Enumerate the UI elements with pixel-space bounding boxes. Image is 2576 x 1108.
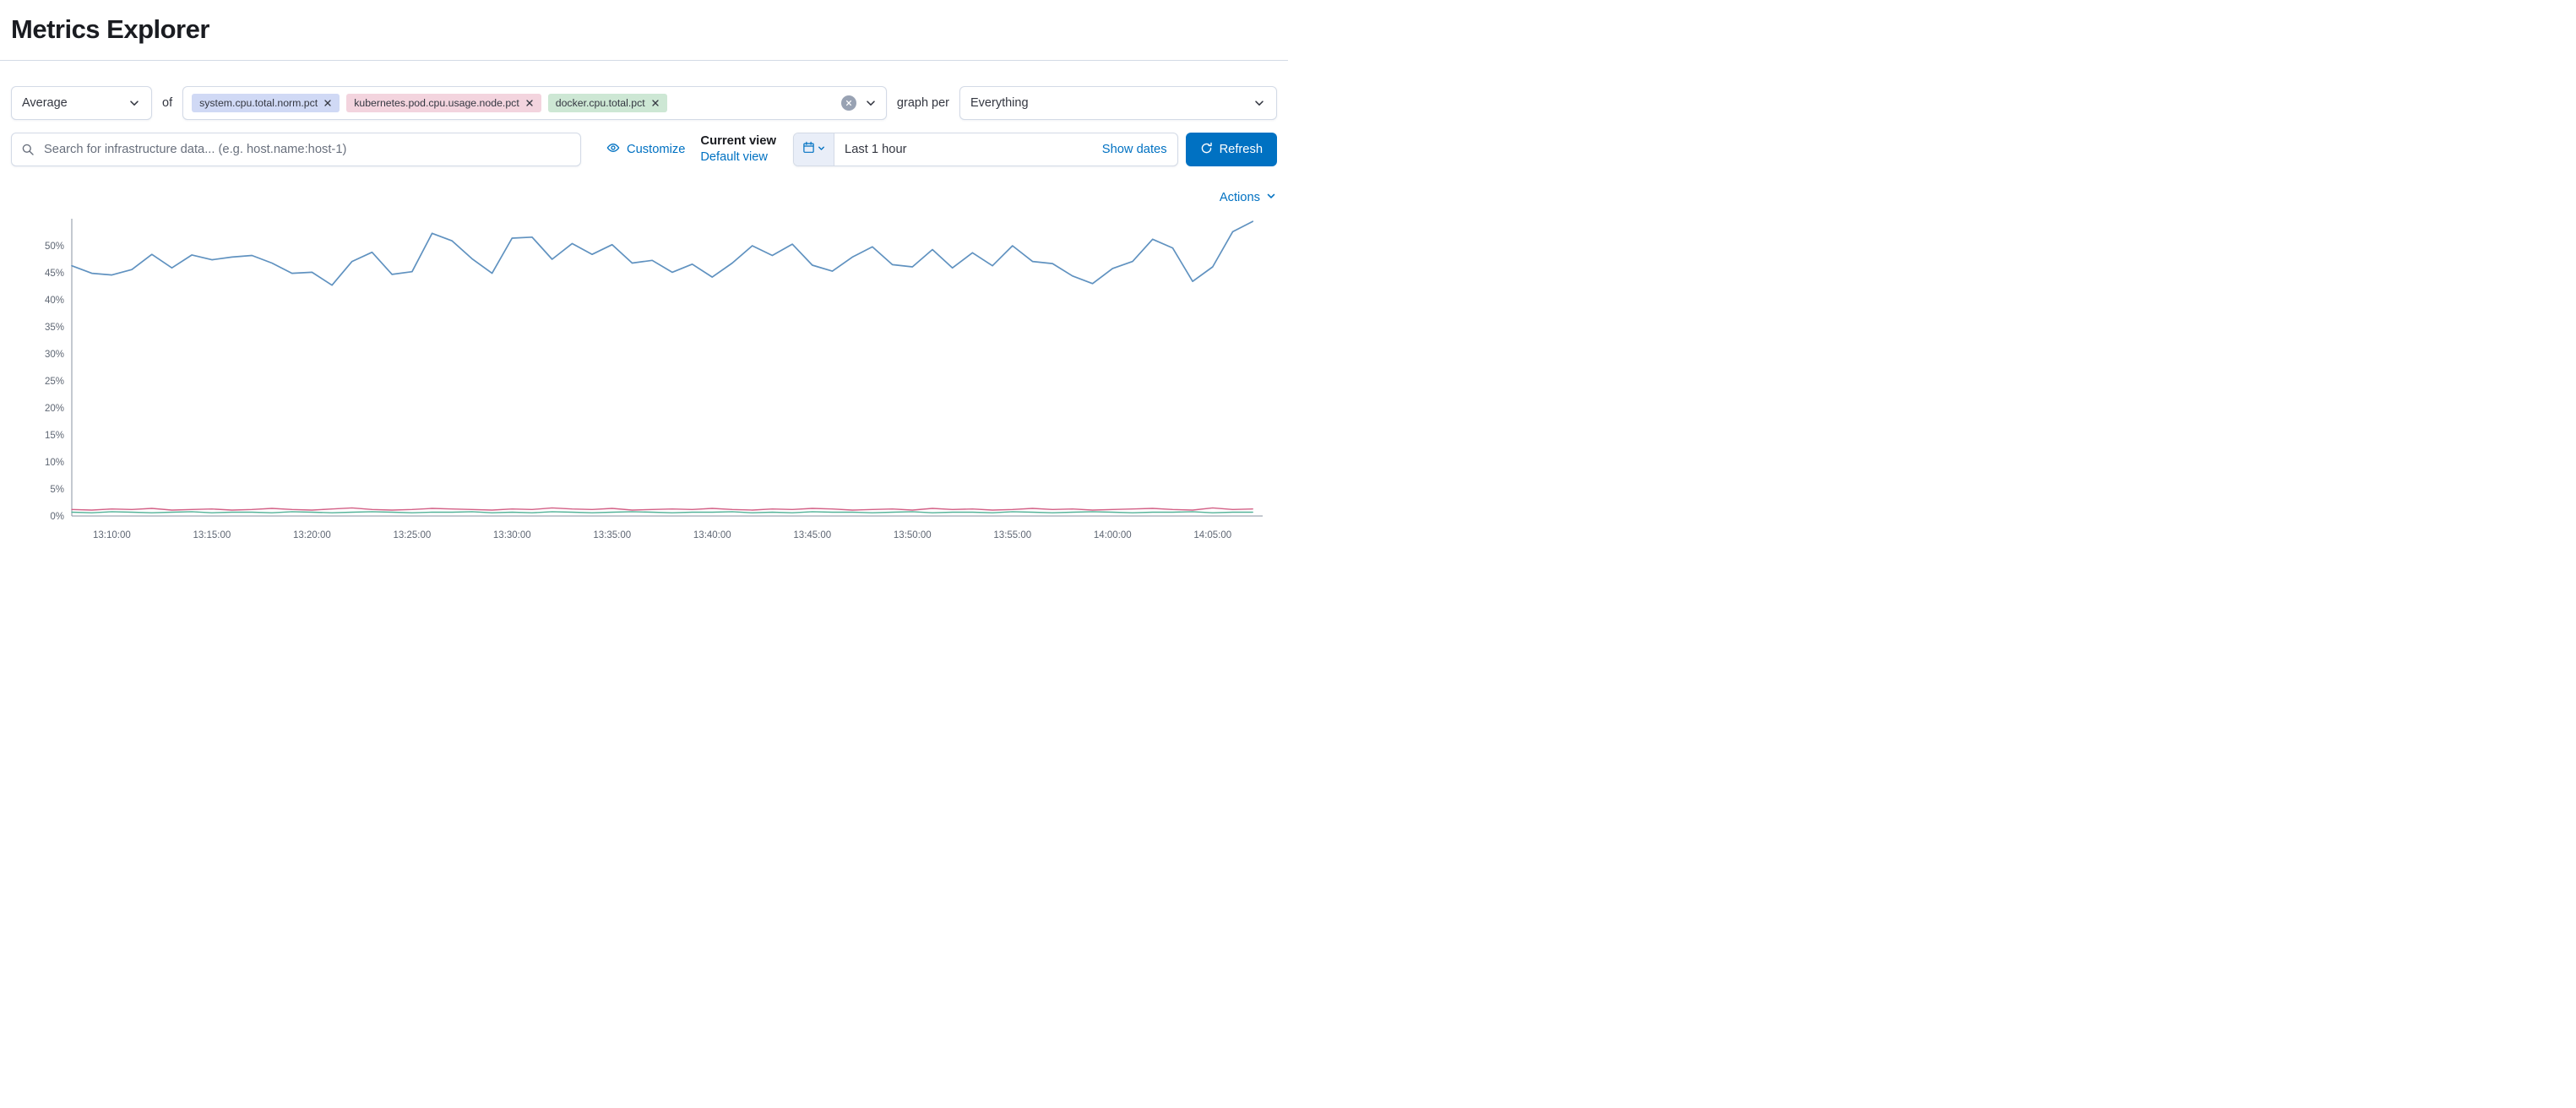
actions-label: Actions	[1219, 191, 1260, 204]
chevron-down-icon	[1253, 96, 1266, 110]
x-tick-label: 14:05:00	[1193, 530, 1231, 540]
metric-badge: docker.cpu.total.pct	[547, 94, 667, 112]
x-tick-label: 13:30:00	[493, 530, 531, 540]
x-tick-label: 13:45:00	[793, 530, 831, 540]
page-header: Metrics Explorer	[0, 0, 1288, 60]
metric-badge-label: docker.cpu.total.pct	[555, 97, 645, 109]
refresh-button[interactable]: Refresh	[1185, 133, 1277, 166]
group-by-value: Everything	[970, 96, 1029, 110]
search-input[interactable]	[11, 133, 581, 166]
chart-line-kubernetes.pod.cpu.usage.node.pct	[71, 507, 1253, 511]
chevron-down-icon[interactable]	[864, 96, 878, 110]
chevron-down-icon	[1265, 190, 1277, 205]
y-tick-label: 15%	[45, 431, 64, 441]
chevron-down-icon	[128, 96, 141, 110]
y-tick-label: 50%	[45, 242, 64, 252]
chevron-down-icon	[817, 142, 826, 157]
actions-row: Actions	[11, 190, 1277, 205]
chart-line-system.cpu.total.norm.pct	[71, 220, 1254, 286]
actions-button[interactable]: Actions	[1220, 190, 1277, 205]
current-view-block: Current view Default view	[700, 133, 776, 166]
search-row: Customize Current view Default view Last…	[11, 133, 1277, 166]
x-tick-label: 14:00:00	[1094, 530, 1132, 540]
graph-per-label: graph per	[896, 96, 949, 110]
clear-all-icon[interactable]	[840, 95, 856, 111]
date-quick-select-button[interactable]	[794, 133, 835, 166]
y-tick-label: 10%	[45, 458, 64, 468]
remove-metric-icon[interactable]	[525, 99, 534, 107]
customize-label: Customize	[627, 143, 686, 156]
current-view-label: Current view	[700, 134, 777, 148]
aggregation-value: Average	[22, 96, 68, 110]
y-tick-label: 20%	[45, 404, 64, 414]
eye-icon	[606, 141, 620, 158]
refresh-icon	[1200, 142, 1213, 158]
x-tick-label: 13:55:00	[993, 530, 1031, 540]
y-tick-label: 40%	[45, 296, 64, 306]
remove-metric-icon[interactable]	[323, 99, 332, 107]
header-divider	[0, 60, 1288, 61]
y-tick-label: 30%	[45, 350, 64, 360]
x-tick-label: 13:35:00	[593, 530, 631, 540]
y-tick-label: 0%	[50, 512, 64, 522]
metrics-chart: 0% 5% 10% 15% 20% 25% 30% 35% 40% 45% 50% 13:10:00 1…	[45, 219, 1263, 540]
default-view-link[interactable]: Default view	[700, 150, 768, 164]
metric-badge-label: system.cpu.total.norm.pct	[199, 97, 318, 109]
metric-badge: kubernetes.pod.cpu.usage.node.pct	[346, 94, 541, 112]
x-tick-label: 13:40:00	[693, 530, 731, 540]
metric-badge-label: kubernetes.pod.cpu.usage.node.pct	[354, 97, 519, 109]
metric-badge: system.cpu.total.norm.pct	[192, 94, 340, 112]
x-tick-label: 13:25:00	[394, 530, 432, 540]
y-tick-label: 45%	[45, 269, 64, 279]
page-title: Metrics Explorer	[11, 14, 209, 44]
x-tick-label: 13:50:00	[894, 530, 932, 540]
search-field-wrap	[11, 133, 581, 166]
metrics-combobox[interactable]: system.cpu.total.norm.pct kubernetes.pod…	[182, 86, 887, 120]
group-by-select[interactable]: Everything	[959, 86, 1277, 120]
x-tick-label: 13:10:00	[93, 530, 131, 540]
y-tick-label: 35%	[45, 323, 64, 333]
metrics-chart-container[interactable]: 0% 5% 10% 15% 20% 25% 30% 35% 40% 45% 50% 13:10:00 1…	[11, 215, 1277, 554]
y-tick-label: 5%	[50, 485, 64, 495]
date-picker: Last 1 hour Show dates	[793, 133, 1178, 166]
customize-button[interactable]: Customize	[606, 141, 685, 158]
calendar-icon	[802, 141, 815, 158]
metric-controls-row: Average of system.cpu.total.norm.pct kub…	[11, 86, 1277, 120]
x-tick-label: 13:15:00	[193, 530, 231, 540]
show-dates-button[interactable]: Show dates	[1101, 143, 1167, 156]
remove-metric-icon[interactable]	[651, 99, 660, 107]
chart-line-docker.cpu.total.pct	[71, 511, 1253, 513]
x-tick-label: 13:20:00	[293, 530, 331, 540]
refresh-label: Refresh	[1219, 143, 1263, 156]
of-label: of	[162, 96, 173, 110]
date-range-label[interactable]: Last 1 hour	[845, 143, 907, 156]
aggregation-select[interactable]: Average	[11, 86, 152, 120]
y-tick-label: 25%	[45, 377, 64, 387]
